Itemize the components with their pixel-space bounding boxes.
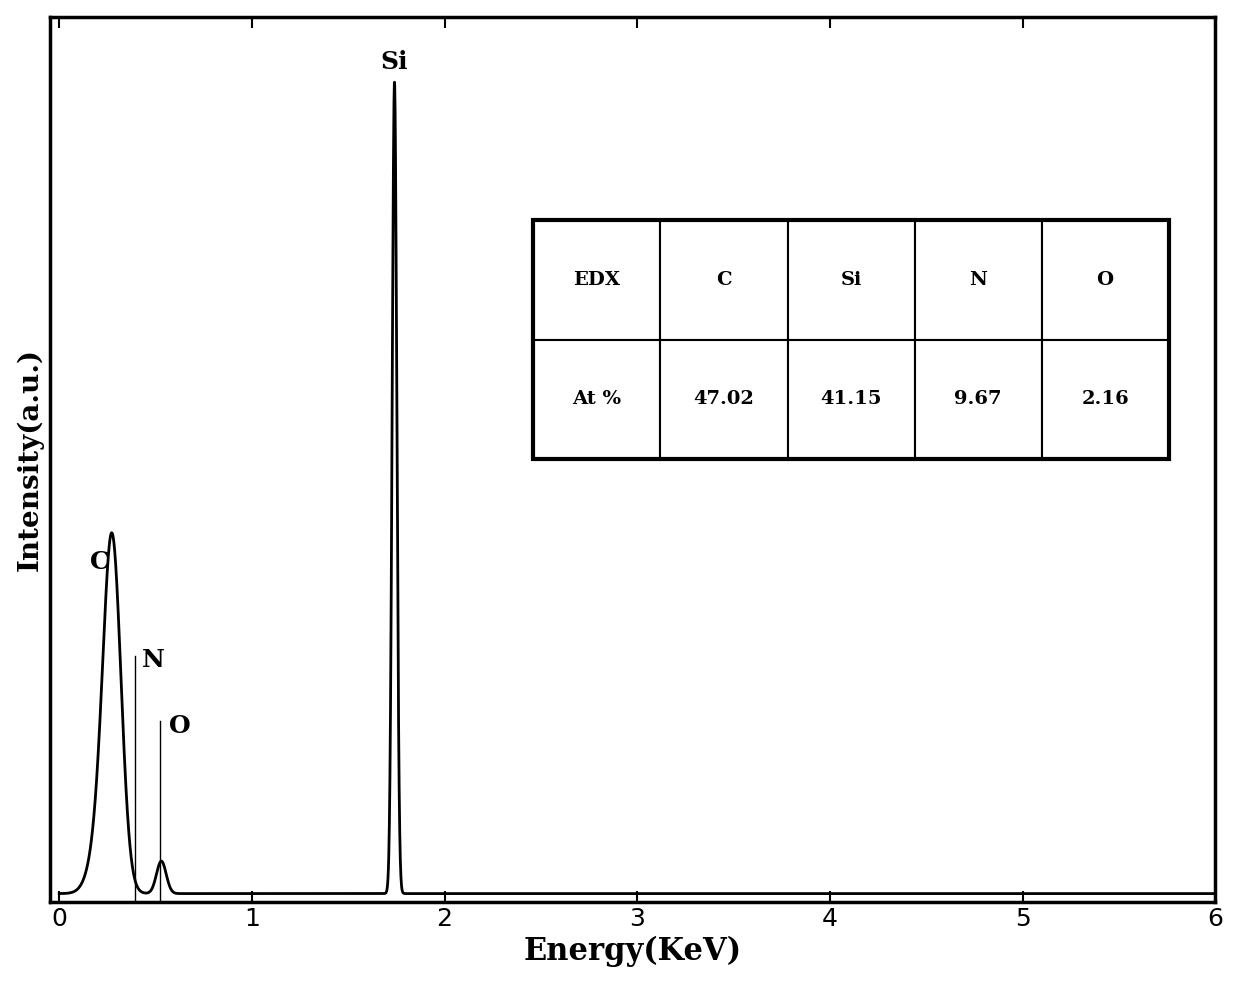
Text: EDX: EDX — [573, 271, 620, 289]
Bar — [787, 339, 915, 460]
Text: N: N — [970, 271, 987, 289]
Text: At %: At % — [573, 391, 621, 408]
Text: 9.67: 9.67 — [955, 391, 1002, 408]
Text: N: N — [143, 647, 165, 672]
Bar — [533, 220, 1169, 460]
Text: 2.16: 2.16 — [1081, 391, 1130, 408]
Text: O: O — [1096, 271, 1114, 289]
Bar — [787, 220, 915, 339]
Bar — [915, 339, 1042, 460]
Bar — [661, 220, 787, 339]
Text: Si: Si — [841, 271, 862, 289]
Text: Si: Si — [381, 50, 408, 74]
Text: C: C — [717, 271, 732, 289]
Y-axis label: Intensity(a.u.): Intensity(a.u.) — [16, 347, 45, 571]
Bar — [533, 339, 661, 460]
Bar — [533, 220, 661, 339]
X-axis label: Energy(KeV): Energy(KeV) — [523, 936, 742, 967]
Text: 41.15: 41.15 — [821, 391, 882, 408]
Bar — [661, 339, 787, 460]
Bar — [1042, 339, 1169, 460]
Bar — [1042, 220, 1169, 339]
Text: C: C — [89, 550, 109, 574]
Text: 47.02: 47.02 — [693, 391, 754, 408]
Text: O: O — [169, 713, 191, 738]
Bar — [915, 220, 1042, 339]
